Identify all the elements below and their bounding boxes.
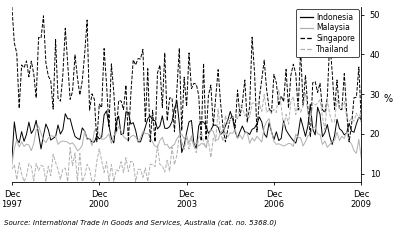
Legend: Indonesia, Malaysia, Singapore, Thailand: Indonesia, Malaysia, Singapore, Thailand bbox=[296, 9, 359, 57]
Text: Source: International Trade in Goods and Services, Australia (cat. no. 5368.0): Source: International Trade in Goods and… bbox=[4, 219, 277, 226]
Y-axis label: %: % bbox=[384, 94, 393, 104]
